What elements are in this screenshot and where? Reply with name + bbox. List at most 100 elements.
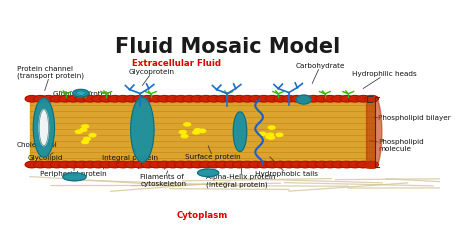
Circle shape: [67, 95, 80, 102]
Circle shape: [323, 161, 337, 168]
Text: Protein channel
(transport protein): Protein channel (transport protein): [17, 66, 84, 91]
Circle shape: [83, 161, 97, 168]
Text: Globular protein: Globular protein: [53, 91, 112, 96]
Text: Hydrophilic heads: Hydrophilic heads: [353, 71, 417, 89]
Circle shape: [299, 161, 312, 168]
Circle shape: [83, 137, 91, 141]
Circle shape: [268, 136, 274, 139]
Ellipse shape: [33, 98, 55, 157]
Circle shape: [149, 95, 163, 102]
Circle shape: [133, 161, 146, 168]
Circle shape: [158, 95, 171, 102]
Circle shape: [149, 161, 163, 168]
Circle shape: [290, 161, 304, 168]
Circle shape: [240, 161, 254, 168]
Circle shape: [259, 132, 266, 135]
Circle shape: [83, 95, 97, 102]
Circle shape: [199, 129, 206, 132]
Circle shape: [276, 133, 283, 136]
Circle shape: [299, 95, 312, 102]
Circle shape: [181, 135, 188, 138]
Circle shape: [182, 161, 196, 168]
Circle shape: [193, 131, 200, 134]
Circle shape: [307, 95, 320, 102]
Circle shape: [184, 123, 191, 126]
Ellipse shape: [39, 110, 48, 146]
Circle shape: [199, 95, 213, 102]
Circle shape: [348, 161, 362, 168]
Circle shape: [332, 161, 345, 168]
Circle shape: [166, 95, 180, 102]
Circle shape: [249, 161, 263, 168]
Circle shape: [50, 95, 64, 102]
Circle shape: [356, 161, 370, 168]
Ellipse shape: [233, 112, 247, 152]
Circle shape: [365, 95, 378, 102]
Circle shape: [191, 95, 204, 102]
Circle shape: [179, 130, 186, 134]
Circle shape: [100, 95, 113, 102]
Text: Fluid Mosaic Model: Fluid Mosaic Model: [115, 37, 340, 57]
Circle shape: [58, 95, 72, 102]
Circle shape: [42, 161, 55, 168]
Circle shape: [108, 95, 122, 102]
Circle shape: [67, 161, 80, 168]
Circle shape: [194, 129, 201, 132]
Circle shape: [116, 95, 130, 102]
Ellipse shape: [198, 169, 219, 177]
Circle shape: [133, 95, 146, 102]
Circle shape: [282, 161, 296, 168]
Circle shape: [224, 95, 237, 102]
Circle shape: [91, 161, 105, 168]
Circle shape: [25, 95, 39, 102]
Circle shape: [216, 161, 229, 168]
Circle shape: [240, 95, 254, 102]
Circle shape: [82, 140, 89, 144]
Circle shape: [80, 128, 87, 131]
Text: Phospholipid bilayer: Phospholipid bilayer: [374, 115, 451, 121]
Text: Alpha-Helix protein
(Integral protein): Alpha-Helix protein (Integral protein): [206, 163, 275, 187]
Circle shape: [340, 95, 354, 102]
Circle shape: [365, 161, 378, 168]
Ellipse shape: [296, 95, 311, 104]
Circle shape: [100, 161, 113, 168]
Circle shape: [257, 161, 271, 168]
Circle shape: [332, 95, 345, 102]
Circle shape: [265, 135, 273, 138]
Circle shape: [158, 161, 171, 168]
Circle shape: [75, 161, 89, 168]
Circle shape: [232, 161, 246, 168]
Text: Surface protein: Surface protein: [185, 146, 240, 160]
Text: Phospholipid
molecule: Phospholipid molecule: [369, 139, 424, 152]
Circle shape: [89, 134, 96, 137]
Circle shape: [75, 130, 82, 133]
Circle shape: [174, 95, 188, 102]
Circle shape: [268, 126, 275, 129]
Bar: [30, 102, 374, 161]
Circle shape: [340, 161, 354, 168]
Circle shape: [265, 95, 279, 102]
Circle shape: [282, 95, 296, 102]
Text: Extracellular Fluid: Extracellular Fluid: [132, 59, 221, 68]
Circle shape: [224, 161, 237, 168]
Circle shape: [75, 95, 89, 102]
Text: Hydrophobic tails: Hydrophobic tails: [255, 157, 318, 177]
Circle shape: [257, 95, 271, 102]
Circle shape: [166, 161, 180, 168]
Circle shape: [265, 161, 279, 168]
Circle shape: [273, 161, 287, 168]
Text: Filaments of
cytoskeleton: Filaments of cytoskeleton: [140, 171, 186, 187]
Ellipse shape: [73, 89, 89, 97]
Text: Peripherial protein: Peripherial protein: [40, 165, 107, 177]
Circle shape: [315, 161, 328, 168]
Circle shape: [42, 95, 55, 102]
Circle shape: [191, 161, 204, 168]
Ellipse shape: [131, 97, 154, 162]
Circle shape: [108, 161, 122, 168]
Text: Cholesterol: Cholesterol: [17, 141, 58, 148]
Circle shape: [365, 162, 378, 168]
Circle shape: [290, 95, 304, 102]
Circle shape: [141, 95, 155, 102]
Circle shape: [208, 161, 221, 168]
Circle shape: [323, 95, 337, 102]
